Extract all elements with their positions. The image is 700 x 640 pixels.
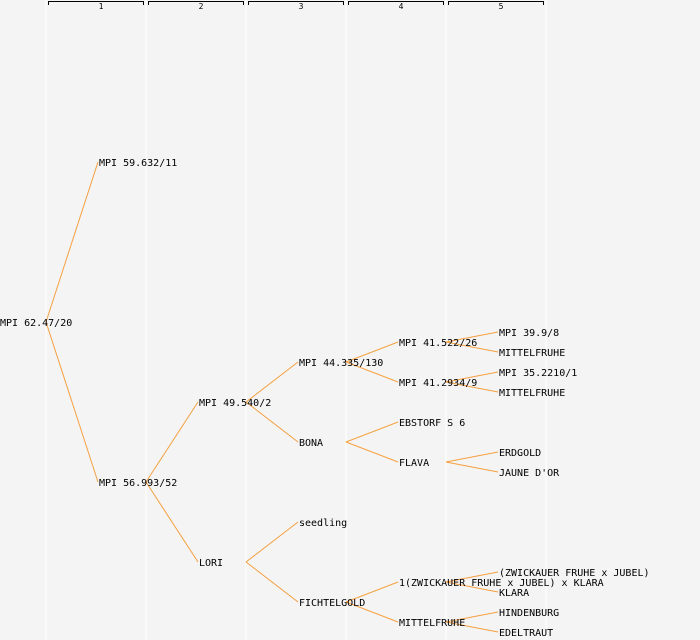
generation-bracket <box>448 1 544 5</box>
node-grandparent-2[interactable]: LORI <box>199 558 223 569</box>
node-gen5-8[interactable]: KLARA <box>499 588 529 599</box>
branch-lines <box>45 161 499 633</box>
branch-line <box>345 601 399 623</box>
node-gen5-1[interactable]: MPI 39.9/8 <box>499 328 559 339</box>
branch-line <box>445 381 499 393</box>
node-gen3-1[interactable]: MPI 44.335/130 <box>299 358 383 369</box>
branch-line <box>445 581 499 593</box>
node-gen5-7[interactable]: (ZWICKAUER FRUHE x JUBEL) <box>499 568 650 579</box>
generation-label-2: 2 <box>199 2 204 11</box>
branch-line <box>445 461 499 473</box>
branch-line <box>345 441 399 463</box>
node-parent-2[interactable]: MPI 56.993/52 <box>99 478 177 489</box>
column-separators <box>45 0 547 640</box>
node-gen3-4[interactable]: FICHTELGOLD <box>299 598 365 609</box>
branch-line <box>245 561 299 603</box>
branch-line <box>245 521 299 563</box>
node-gen4-5[interactable]: 1(ZWICKAUER FRUHE x JUBEL) x KLARA <box>399 578 604 589</box>
node-gen5-10[interactable]: EDELTRAUT <box>499 628 553 639</box>
generation-label-5: 5 <box>499 2 504 11</box>
node-gen5-2[interactable]: MITTELFRUHE <box>499 348 565 359</box>
branch-line <box>445 621 499 633</box>
node-gen5-6[interactable]: JAUNE D'OR <box>499 468 560 479</box>
generation-bracket <box>248 1 344 5</box>
node-gen4-6[interactable]: MITTELFRUHE <box>399 618 465 629</box>
node-grandparent-1[interactable]: MPI 49.540/2 <box>199 398 271 409</box>
branch-line <box>445 341 499 353</box>
branch-line <box>45 161 99 323</box>
branch-line <box>445 331 499 343</box>
node-gen4-4[interactable]: FLAVA <box>399 458 429 469</box>
generation-label-4: 4 <box>399 2 404 11</box>
node-gen4-3[interactable]: EBSTORF S 6 <box>399 418 465 429</box>
branch-line <box>45 321 99 483</box>
node-gen5-5[interactable]: ERDGOLD <box>499 448 541 459</box>
branch-line <box>245 401 299 443</box>
branch-line <box>445 611 499 623</box>
node-gen5-9[interactable]: HINDENBURG <box>499 608 559 619</box>
branch-line <box>245 361 299 403</box>
node-gen4-1[interactable]: MPI 41.522/26 <box>399 338 477 349</box>
branch-line <box>345 361 399 383</box>
node-gen3-2[interactable]: BONA <box>299 438 323 449</box>
generation-label-1: 1 <box>99 2 104 11</box>
branch-line <box>345 341 399 363</box>
branch-line <box>145 481 199 563</box>
node-gen4-2[interactable]: MPI 41.2934/9 <box>399 378 477 389</box>
branch-line <box>145 401 199 483</box>
node-gen5-4[interactable]: MITTELFRUHE <box>499 388 565 399</box>
node-root[interactable]: MPI 62.47/20 <box>0 318 72 329</box>
generation-header: 1 2 3 4 5 <box>48 1 544 11</box>
branch-line <box>445 571 499 583</box>
node-gen3-3[interactable]: seedling <box>299 518 347 529</box>
generation-bracket <box>48 1 144 5</box>
generation-bracket <box>148 1 244 5</box>
node-gen5-3[interactable]: MPI 35.2210/1 <box>499 368 577 379</box>
node-labels: MPI 62.47/20 MPI 59.632/11 MPI 56.993/52… <box>0 158 650 639</box>
generation-bracket <box>348 1 444 5</box>
generation-label-3: 3 <box>299 2 304 11</box>
node-parent-1[interactable]: MPI 59.632/11 <box>99 158 177 169</box>
branch-line <box>445 371 499 383</box>
branch-line <box>345 581 399 603</box>
branch-line <box>345 421 399 443</box>
branch-line <box>445 451 499 463</box>
